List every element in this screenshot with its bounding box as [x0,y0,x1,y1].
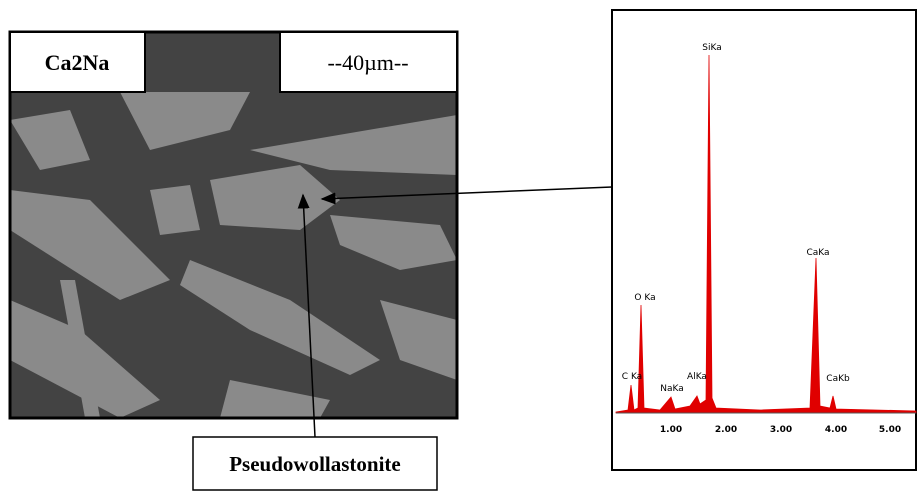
x-tick-label: 5.00 [879,425,901,435]
x-tick-label: 3.00 [770,425,792,435]
figure: Ca2Na --40µm-- Pseudowollastonite SiKa C… [0,0,918,495]
scale-label: --40µm-- [327,50,408,75]
spectrum: SiKa CaKa O Ka C Ka NaKa AlKa CaKb 1.00 … [612,10,916,470]
peak-label: AlKa [687,372,707,382]
peak-label: CaKb [826,374,850,384]
x-tick-label: 2.00 [715,425,737,435]
peak-label: C Ka [622,372,642,382]
peak-label: CaKa [806,248,829,258]
x-tick-label: 4.00 [825,425,847,435]
peak-label: NaKa [660,384,684,394]
sem-image: Ca2Na --40µm-- [10,32,457,418]
sample-label: Ca2Na [45,50,110,75]
peak-label: O Ka [634,293,655,303]
callout-label: Pseudowollastonite [229,452,401,476]
peak-label: SiKa [702,43,721,53]
x-tick-label: 1.00 [660,425,682,435]
